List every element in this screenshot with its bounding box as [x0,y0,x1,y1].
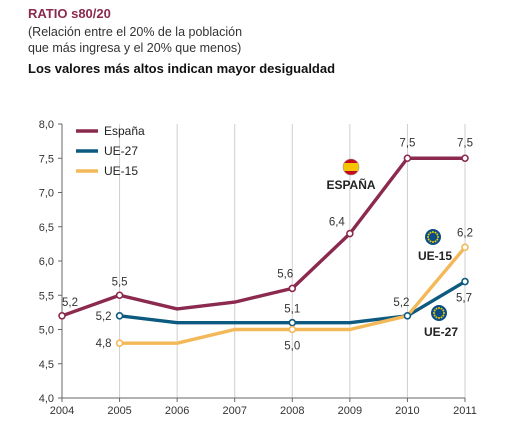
y-tick-label: 6,0 [39,256,54,268]
eu-flag-star [438,317,440,319]
eu-flag-star [433,312,435,314]
legend-label: UE-27 [104,144,138,158]
grid-lines [119,124,466,398]
eu-flag-star [435,307,438,310]
data-point [115,311,124,320]
data-point [461,154,469,163]
data-label: 5,7 [456,293,472,305]
annotation-label: UE-27 [424,325,458,339]
data-point [403,154,412,163]
eu-flag-star [436,233,439,236]
x-tick-label: 2008 [280,405,304,417]
y-tick-label: 7,0 [39,188,54,200]
eu-flag-star [432,231,434,233]
eu-flag-star [442,314,445,317]
eu-flag-star [433,314,436,317]
data-point [58,311,66,320]
data-label: 6,2 [457,227,473,239]
eu-flag-star [429,240,432,243]
x-tick-label: 2011 [453,405,477,417]
y-tick-label: 4,0 [39,393,54,405]
y-tick-label: 5,0 [39,325,54,337]
x-tick-label: 2006 [165,405,189,417]
annotation-label: UE-15 [418,249,452,263]
y-tick-label: 7,5 [39,153,54,165]
y-tick-label: 4,5 [39,359,54,371]
chart-subtitle-line1: (Relación entre el 20% de la población [28,25,243,39]
eu-flag-disc [425,229,441,245]
data-label: 5,6 [277,268,293,280]
y-tick-label: 8,0 [39,119,54,131]
chart-subtitle-line2: que más ingresa y el 20% que menos) [28,41,242,55]
legend-label: UE-15 [104,164,138,178]
data-label: 5,2 [393,297,409,309]
data-point [288,284,297,293]
x-tick-label: 2007 [222,405,246,417]
data-markers [58,154,469,348]
data-label: 5,2 [96,311,112,323]
eu-flag-icon [425,229,441,245]
eu-flag-disc [431,305,447,321]
x-tick-label: 2010 [395,405,419,417]
data-point [115,291,124,300]
data-point [288,318,297,327]
eu-flag-star [440,316,443,319]
x-tick-label: 2009 [338,405,362,417]
data-label: 5,1 [284,304,300,316]
data-point [288,325,297,334]
eu-flag-star [432,241,434,243]
eu-flag-star [433,309,436,312]
eu-flag-star [436,238,439,241]
eu-flag-star [427,233,430,236]
chart-title: RATIO s80/20 [28,6,111,21]
data-point [403,311,412,320]
axes: 4,0 4,5 5,0 5,5 6,0 6,5 7,0 7,5 8,0 2004 2005 2006 2… [39,119,477,417]
data-label: 5,2 [62,297,78,309]
data-label: 7,5 [457,137,473,149]
eu-flag-star [440,307,443,310]
x-tick-label: 2004 [50,405,74,417]
data-label: 4,8 [96,338,112,350]
eu-flag-star [437,236,439,238]
spain-flag-icon [342,158,360,176]
data-point [461,277,469,286]
eu-flag-star [438,307,440,309]
chart-note: Los valores más altos indican mayor desi… [28,61,336,76]
x-tick-label: 2005 [107,405,131,417]
eu-flag-star [427,238,430,241]
eu-flag-star [427,236,429,238]
eu-flag-star [429,231,432,234]
legend: España UE-27 UE-15 [76,124,145,178]
eu-flag-star [435,316,438,319]
data-label: 5,0 [284,341,300,353]
data-label: 7,5 [399,137,415,149]
data-labels: 5,2 5,5 5,6 6,4 7,5 7,5 5,2 5,1 5,2 5,7 4,8 5,0 6,2 [62,137,473,352]
legend-label: España [104,124,145,138]
eu-flag-star [434,240,437,243]
flag-yellow [343,163,359,171]
annotations: ESPAÑA UE-15 UE-27 [326,158,458,339]
y-tick-label: 5,5 [39,290,54,302]
series-line-españa [60,156,467,318]
flag-outline [342,158,360,176]
data-point [461,243,469,252]
data-label: 5,5 [112,276,128,288]
eu-flag-star [442,309,445,312]
annotation-label: ESPAÑA [326,177,375,192]
spain-flag-stripes [343,159,359,175]
data-point [346,229,354,238]
data-point [115,339,124,348]
y-tick-label: 6,5 [39,222,54,234]
eu-flag-star [443,312,445,314]
eu-flag-star [434,231,437,234]
eu-flag-icon [431,305,447,321]
data-label: 6,4 [329,217,346,229]
